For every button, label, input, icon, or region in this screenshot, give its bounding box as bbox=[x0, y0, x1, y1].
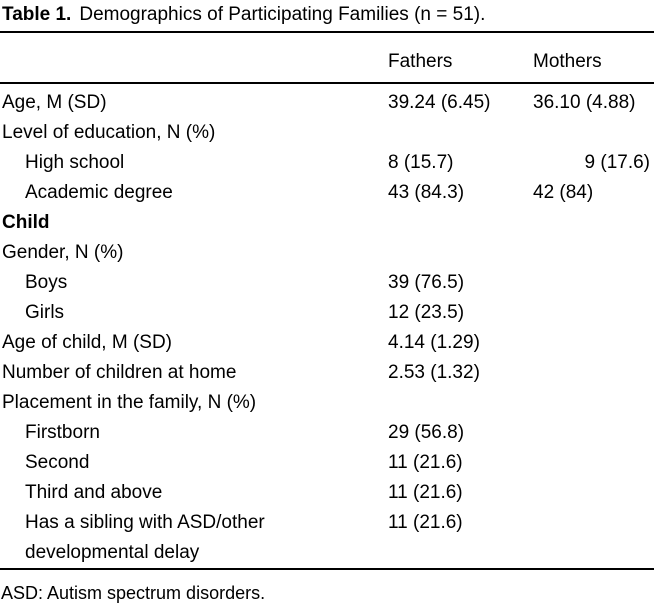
mothers-value bbox=[533, 478, 654, 508]
fathers-value: 8 (15.7) bbox=[388, 152, 454, 173]
table-footnote: ASD: Autism spectrum disorders. bbox=[1, 583, 266, 603]
table-row-girls: Girls 12 (23.5) bbox=[0, 298, 654, 328]
fathers-value bbox=[388, 388, 533, 418]
table-row-academic-degree: Academic degree 43 (84.3) 42 (84) bbox=[0, 178, 654, 208]
mothers-value bbox=[533, 388, 654, 418]
section-label: Child bbox=[2, 212, 50, 233]
fathers-value bbox=[388, 208, 533, 238]
row-label: Third and above bbox=[25, 482, 163, 503]
mothers-value bbox=[533, 508, 654, 568]
fathers-value: 43 (84.3) bbox=[388, 182, 465, 203]
mothers-value bbox=[533, 268, 654, 298]
row-label: Second bbox=[25, 452, 90, 473]
fathers-value bbox=[388, 118, 533, 148]
fathers-value: 12 (23.5) bbox=[388, 302, 465, 323]
table-row-gender-header: Gender, N (%) bbox=[0, 238, 654, 268]
table-row-education-header: Level of education, N (%) bbox=[0, 118, 654, 148]
column-header-mothers: Mothers bbox=[533, 51, 602, 72]
row-label: Girls bbox=[25, 302, 65, 323]
table-row-third-and-above: Third and above 11 (21.6) bbox=[0, 478, 654, 508]
row-label-line1: Has a sibling with ASD/other bbox=[25, 512, 265, 533]
mothers-value bbox=[533, 418, 654, 448]
table-header-row: Fathers Mothers bbox=[0, 33, 654, 82]
bottom-rule bbox=[0, 568, 654, 570]
row-label: Number of children at home bbox=[2, 362, 237, 383]
fathers-value: 11 (21.6) bbox=[388, 452, 463, 473]
table-row-placement-header: Placement in the family, N (%) bbox=[0, 388, 654, 418]
table-number: Table 1. bbox=[2, 4, 72, 25]
row-label: Placement in the family, N (%) bbox=[2, 392, 257, 413]
table-row-child-section: Child bbox=[0, 208, 654, 238]
table-row-age: Age, M (SD) 39.24 (6.45) 36.10 (4.88) bbox=[0, 88, 654, 118]
fathers-value bbox=[388, 238, 533, 268]
table-title: Table 1. Demographics of Participating Fa… bbox=[0, 0, 654, 31]
row-label: Boys bbox=[25, 272, 68, 293]
mothers-value bbox=[533, 448, 654, 478]
fathers-value: 39.24 (6.45) bbox=[388, 92, 491, 113]
row-label: Firstborn bbox=[25, 422, 100, 443]
mothers-value: 42 (84) bbox=[533, 182, 594, 203]
top-rule bbox=[0, 31, 654, 33]
mothers-value bbox=[533, 238, 654, 268]
mothers-value bbox=[533, 328, 654, 358]
mothers-value bbox=[533, 208, 654, 238]
header-rule bbox=[0, 82, 654, 84]
fathers-value: 4.14 (1.29) bbox=[388, 332, 480, 353]
fathers-value: 39 (76.5) bbox=[388, 272, 465, 293]
table-row-boys: Boys 39 (76.5) bbox=[0, 268, 654, 298]
row-label: Age, M (SD) bbox=[2, 92, 107, 113]
fathers-value: 11 (21.6) bbox=[388, 482, 463, 503]
mothers-value: 36.10 (4.88) bbox=[533, 92, 636, 113]
table-row-sibling-asd: Has a sibling with ASD/other development… bbox=[0, 508, 654, 568]
table-row-age-of-child: Age of child, M (SD) 4.14 (1.29) bbox=[0, 328, 654, 358]
table-caption: Demographics of Participating Families (… bbox=[79, 4, 486, 25]
fathers-value: 11 (21.6) bbox=[388, 512, 463, 533]
table-row-children-at-home: Number of children at home 2.53 (1.32) bbox=[0, 358, 654, 388]
mothers-value bbox=[533, 358, 654, 388]
table-body: Age, M (SD) 39.24 (6.45) 36.10 (4.88) Le… bbox=[0, 84, 654, 568]
row-label: Age of child, M (SD) bbox=[2, 332, 172, 353]
table-row-firstborn: Firstborn 29 (56.8) bbox=[0, 418, 654, 448]
row-label: High school bbox=[25, 152, 125, 173]
mothers-value: 9 (17.6) bbox=[584, 152, 650, 173]
row-label: Gender, N (%) bbox=[2, 242, 124, 263]
table-row-second: Second 11 (21.6) bbox=[0, 448, 654, 478]
table-row-high-school: High school 8 (15.7) 9 (17.6) bbox=[0, 148, 654, 178]
row-label-line2: developmental delay bbox=[25, 542, 200, 563]
fathers-value: 29 (56.8) bbox=[388, 422, 465, 443]
row-label: Level of education, N (%) bbox=[2, 122, 216, 143]
fathers-value: 2.53 (1.32) bbox=[388, 362, 480, 383]
mothers-value bbox=[533, 118, 654, 148]
mothers-value bbox=[533, 298, 654, 328]
row-label: Has a sibling with ASD/other development… bbox=[0, 508, 388, 568]
column-header-fathers: Fathers bbox=[388, 51, 453, 72]
row-label: Academic degree bbox=[25, 182, 173, 203]
